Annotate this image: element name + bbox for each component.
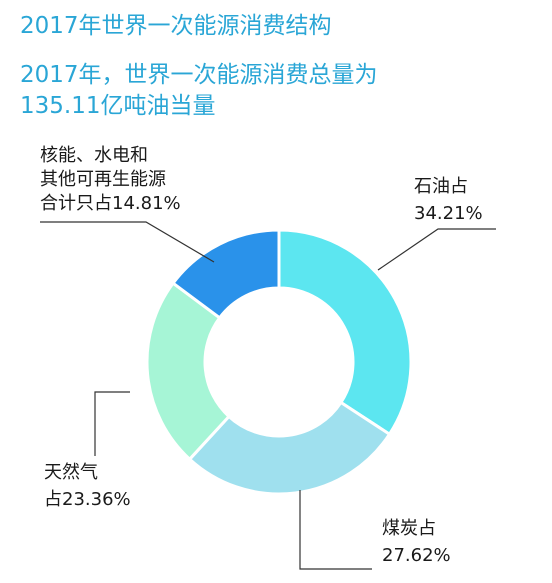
leader-gas (94, 391, 130, 456)
label-oil-line-1: 石油占 (414, 176, 468, 197)
label-gas-line-2: 占23.36% (44, 489, 131, 510)
subtitle-line-1: 2017年，世界一次能源消费总量为 (20, 62, 378, 88)
label-coal-line-2: 27.62% (382, 545, 451, 566)
label-oil: 石油占 34.21% (414, 176, 483, 224)
leader-oil (377, 228, 496, 271)
label-gas: 天然气占23.36% (44, 462, 131, 510)
leader-coal (299, 490, 372, 570)
slice-coal (188, 400, 392, 496)
chart-title: 2017年世界一次能源消费结构 (20, 13, 332, 39)
leader-renewables (40, 221, 215, 263)
data-labels: 石油占 34.21% 煤炭占 27.62% 天然气占23.36% 核能、水电和其他可再生能… (40, 145, 483, 566)
chart-subtitle: 2017年，世界一次能源消费总量为 135.11亿吨油当量 (20, 60, 378, 122)
label-renewables: 核能、水电和其他可再生能源合计只占14.81% (40, 145, 181, 214)
label-gas-line-1: 天然气 (44, 462, 98, 483)
label-coal-line-1: 煤炭占 (382, 518, 436, 539)
subtitle-line-2: 135.11亿吨油当量 (20, 93, 216, 119)
label-coal: 煤炭占 27.62% (382, 518, 451, 566)
slice-oil (277, 228, 413, 436)
slice-gas (145, 281, 231, 461)
label-renewables-line-1: 核能、水电和 (40, 145, 148, 166)
slice-renewables (171, 228, 281, 320)
leader-lines (40, 221, 496, 570)
label-renewables-line-3: 合计只占14.81% (40, 193, 181, 214)
donut-slices (145, 228, 413, 496)
label-renewables-line-2: 其他可再生能源 (40, 169, 166, 190)
label-oil-line-2: 34.21% (414, 203, 483, 224)
